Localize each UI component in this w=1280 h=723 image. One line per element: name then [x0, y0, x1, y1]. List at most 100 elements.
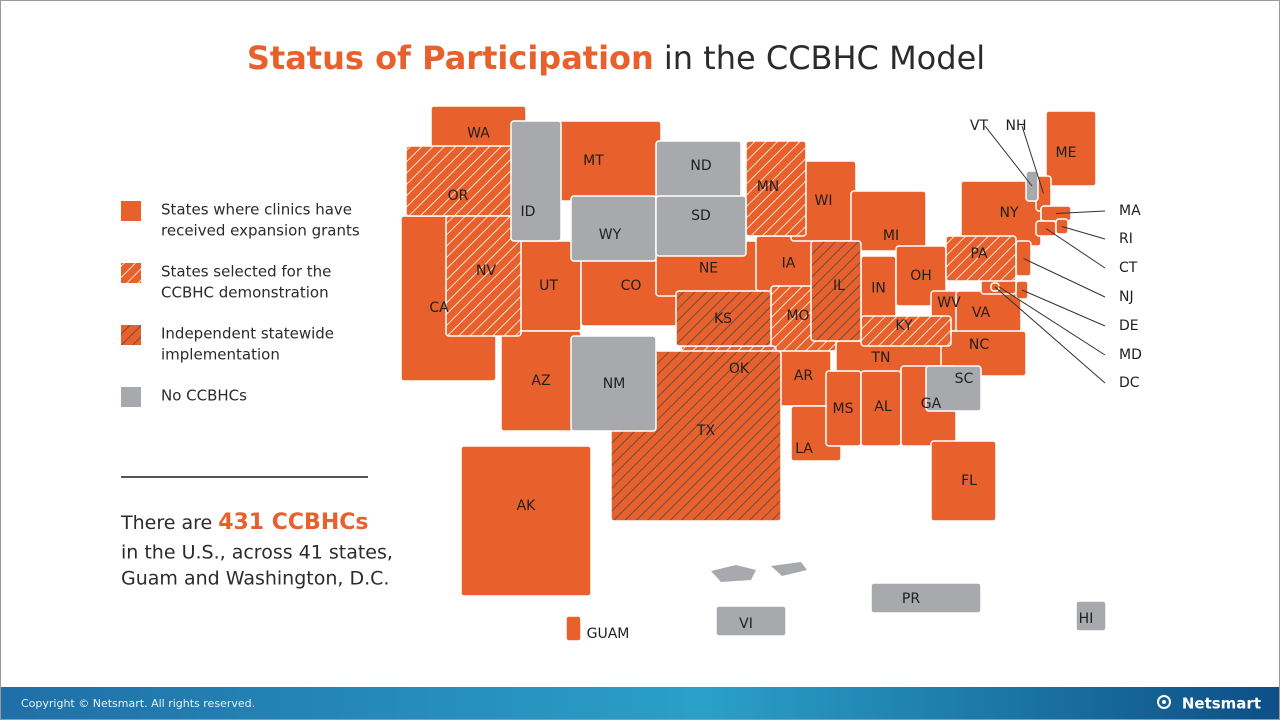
legend-label: received expansion grants: [161, 222, 360, 240]
state-shape: [870, 582, 982, 614]
state-label: WI: [815, 193, 833, 209]
callout-line: [1061, 226, 1106, 240]
state-shape: [655, 195, 747, 257]
legend-label: States where clinics have: [161, 201, 352, 219]
state-label: MN: [757, 179, 780, 195]
decor-islands: [711, 562, 807, 582]
legend-swatch: [121, 263, 141, 283]
state-shape: [745, 140, 807, 237]
callout-line: [1021, 125, 1044, 194]
legend: States where clinics have received expans…: [121, 201, 360, 407]
summary-line: in the U.S., across 41 states,: [121, 542, 393, 564]
state-label: SD: [691, 208, 711, 224]
state-label: WA: [467, 126, 490, 142]
state-shape: [925, 365, 982, 412]
state-label: MT: [583, 153, 604, 169]
legend-label: implementation: [161, 346, 280, 364]
callout-line: [1055, 210, 1106, 214]
callout-line: [994, 286, 1106, 384]
state-shape: [715, 605, 787, 637]
state-label: NH: [1006, 118, 1027, 134]
state-shape: [510, 120, 562, 242]
state-label: LA: [795, 441, 813, 457]
state-label: IA: [782, 256, 796, 272]
state-label: DE: [1119, 318, 1139, 334]
state-label: CA: [429, 300, 449, 316]
legend-label: No CCBHCs: [161, 387, 247, 405]
state-label: TX: [696, 423, 716, 439]
title: Status of Participation in the CCBHC Mode…: [247, 39, 985, 77]
state-shape: [1075, 600, 1107, 632]
state-label: MD: [1119, 347, 1142, 363]
state-label: AK: [517, 498, 537, 514]
state-label: IN: [871, 281, 886, 297]
state-label: NJ: [1119, 289, 1134, 305]
state-label: OR: [448, 188, 469, 204]
state-label: SC: [955, 371, 974, 387]
state-label: ID: [521, 204, 536, 220]
state-label: VT: [970, 118, 989, 134]
callout-line: [984, 125, 1033, 187]
callout-line: [1045, 228, 1106, 269]
state-label: FL: [961, 473, 977, 489]
state-shape: [930, 440, 997, 522]
state-label: AZ: [531, 373, 550, 389]
callout-line: [1021, 289, 1106, 327]
state-label: VA: [972, 305, 991, 321]
state-label: KS: [714, 311, 732, 327]
island-shape: [711, 562, 807, 582]
state-label: MO: [786, 308, 809, 324]
legend-swatch: [121, 387, 141, 407]
state-label: WY: [599, 227, 622, 243]
summary-line: Guam and Washington, D.C.: [121, 568, 389, 590]
state-label: OK: [729, 361, 750, 377]
summary-lead: There are: [120, 512, 212, 534]
map: WA MT CA UT CO AZ NE IA WI MI IN OH WV VA NC TN AR LA MS AL…: [400, 105, 1142, 642]
state-shape: [405, 145, 517, 217]
legend-label: Independent statewide: [161, 325, 334, 343]
state-label: CT: [1119, 260, 1138, 276]
state-label: MA: [1119, 203, 1141, 219]
state-label: HI: [1079, 611, 1094, 627]
footer-copyright: Copyright © Netsmart. All rights reserve…: [21, 697, 255, 710]
state-label: AR: [794, 368, 814, 384]
state-label: MS: [833, 401, 854, 417]
state-label: NV: [476, 263, 496, 279]
state-shape: [810, 240, 862, 342]
state-label: GA: [921, 396, 942, 412]
title-highlight: Status of Participation: [247, 39, 654, 77]
state-shape: [675, 290, 772, 347]
summary-count: 431 CCBHCs: [218, 510, 368, 535]
state-shape: [445, 215, 522, 337]
state-label: RI: [1119, 231, 1133, 247]
title-rest: in the CCBHC Model: [664, 39, 985, 77]
state-label: PA: [970, 246, 988, 262]
legend-swatch: [121, 325, 141, 345]
state-label: ND: [690, 158, 711, 174]
state-label: NE: [699, 261, 718, 277]
state-shape: [850, 190, 927, 252]
state-label: NC: [969, 337, 989, 353]
state-label: ME: [1056, 145, 1077, 161]
state-label: PR: [902, 591, 920, 607]
state-shape: [565, 615, 582, 642]
state-shape: [945, 235, 1017, 282]
state-shape: [460, 445, 592, 597]
state-label: TN: [870, 350, 890, 366]
state-label: NM: [603, 376, 626, 392]
state-label: WV: [937, 295, 961, 311]
state-label: NY: [999, 205, 1018, 221]
footer-brand: Netsmart: [1182, 695, 1261, 713]
state-label: CO: [621, 278, 642, 294]
state-label: OH: [910, 268, 932, 284]
state-shape: [570, 335, 657, 432]
legend-swatch: [121, 201, 141, 221]
summary-line: There are 431 CCBHCs: [120, 510, 368, 535]
state-label: MI: [883, 228, 899, 244]
state-label: GUAM: [587, 626, 630, 642]
legend-label: States selected for the: [161, 263, 331, 281]
footer-bar: [1, 687, 1279, 719]
state-label: KY: [895, 318, 913, 334]
